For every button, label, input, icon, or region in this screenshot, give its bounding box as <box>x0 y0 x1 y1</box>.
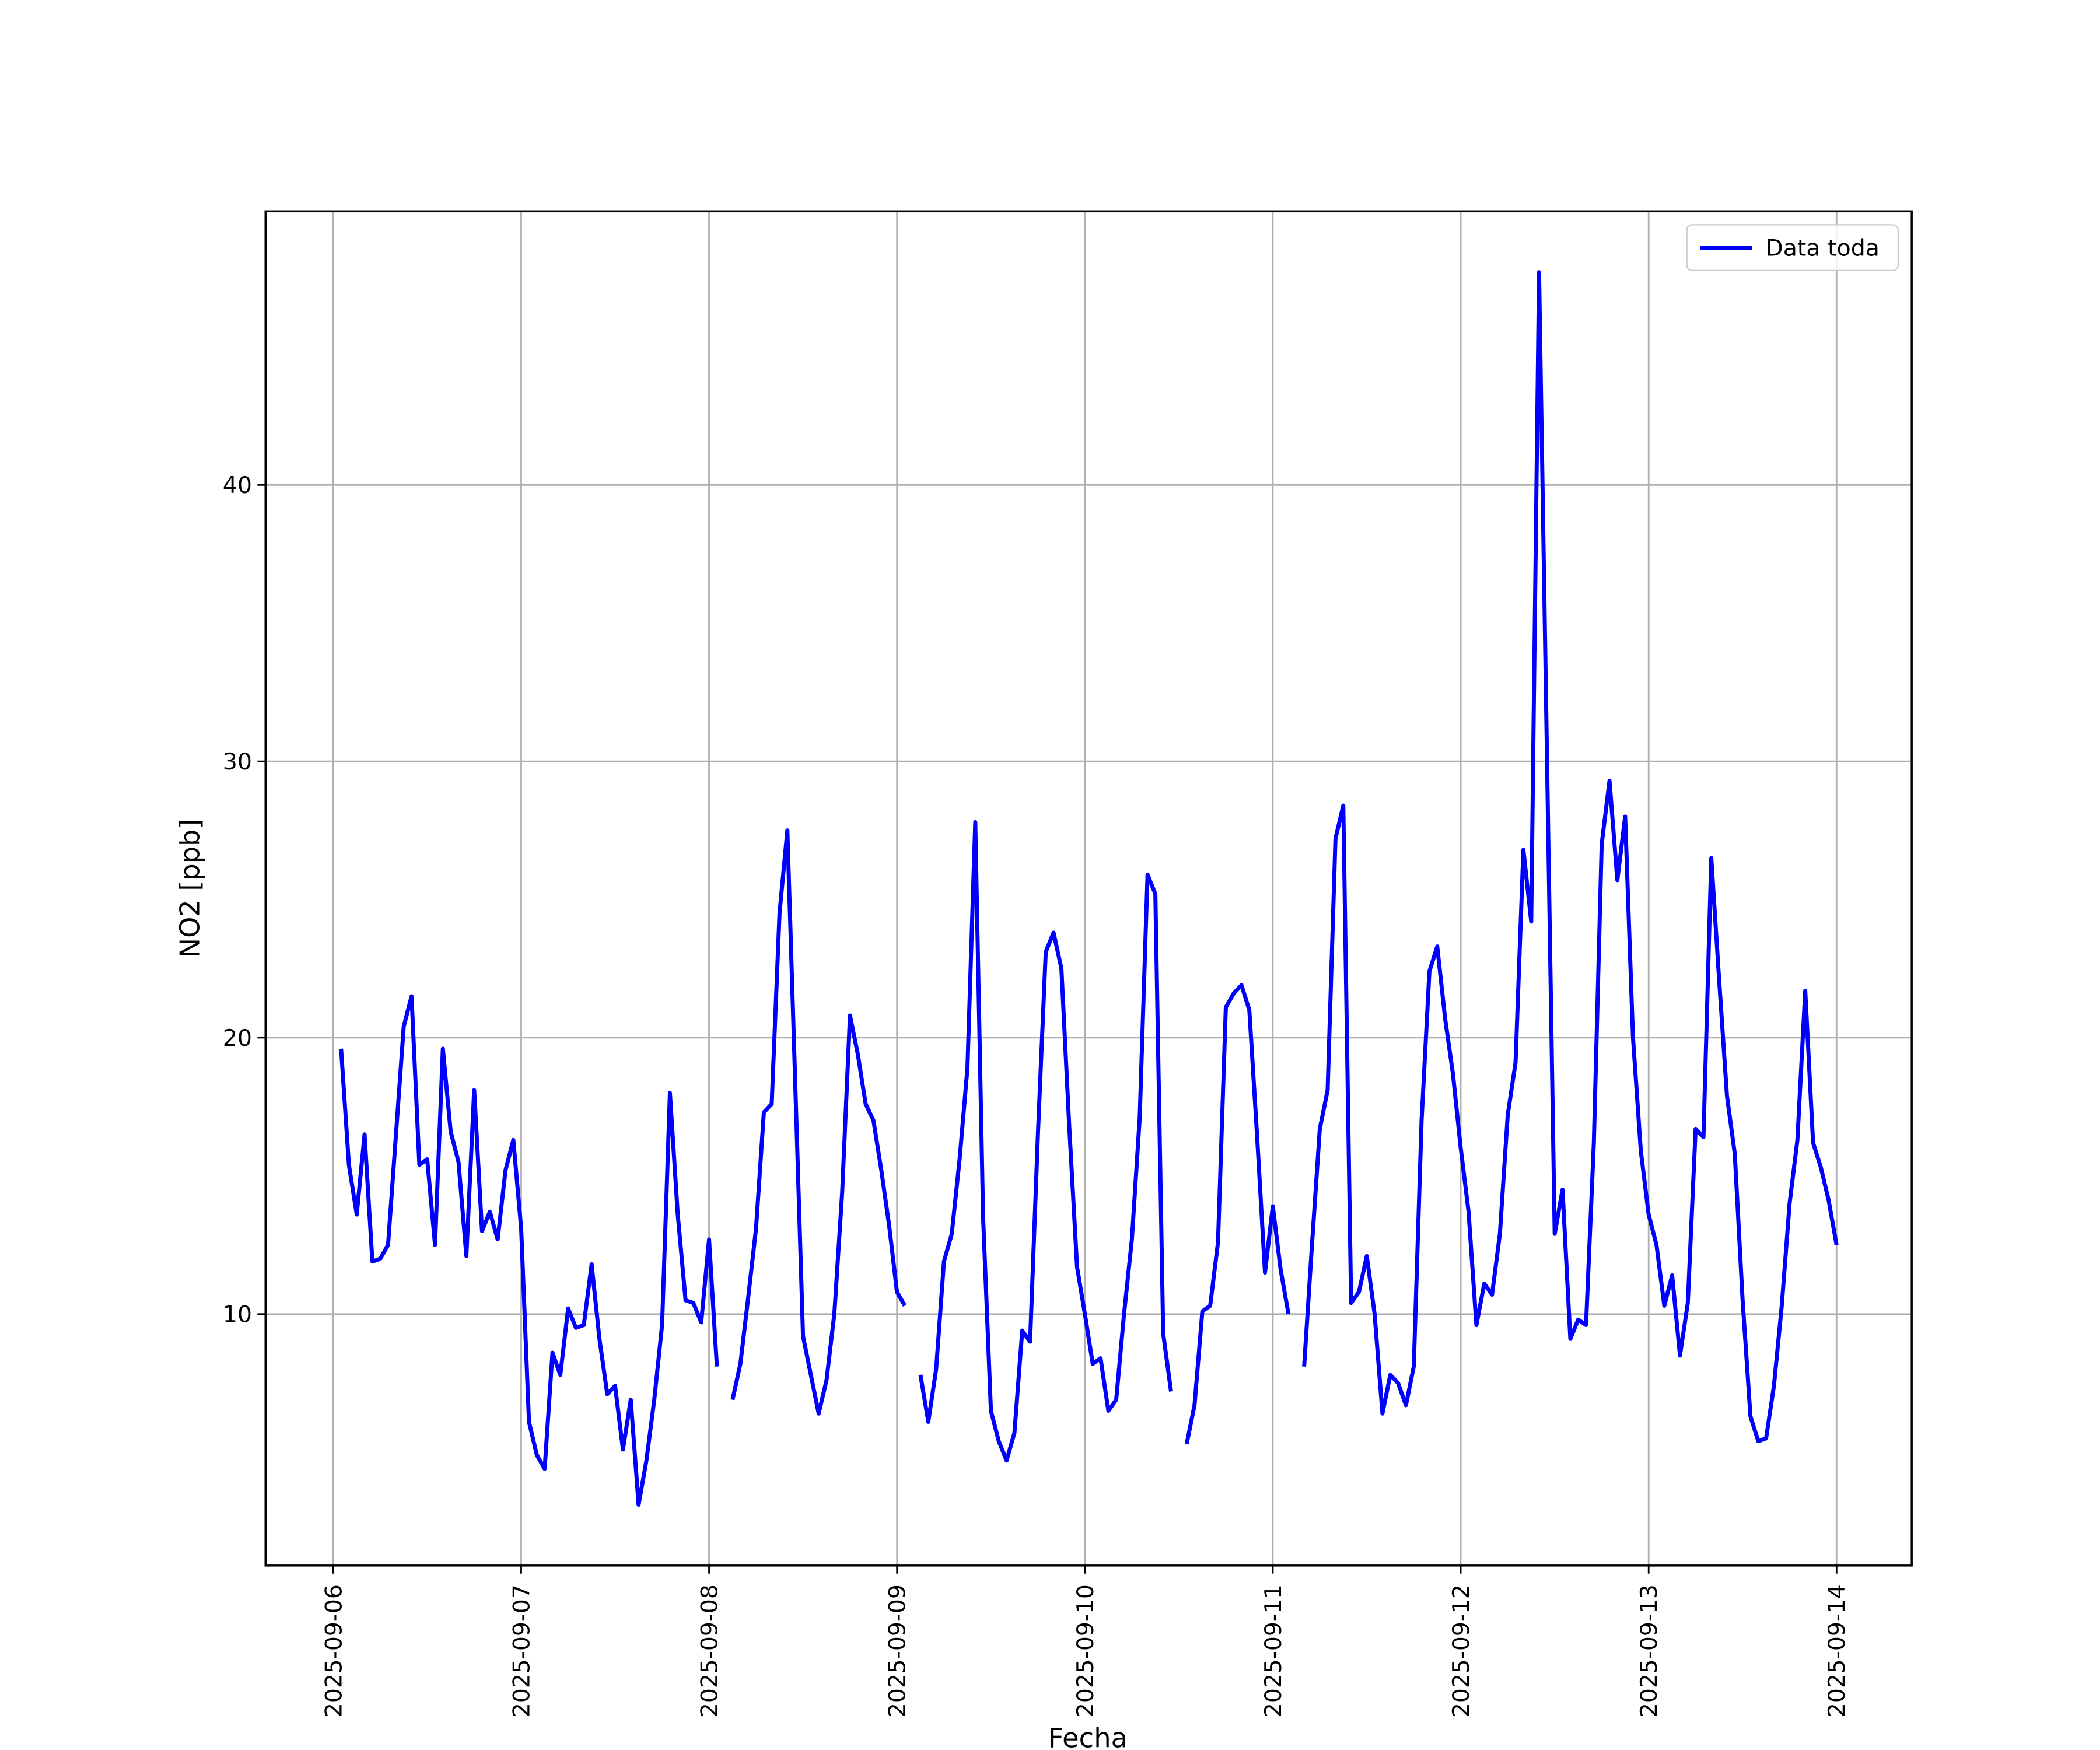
plot-frame <box>264 210 1913 1567</box>
x-tick-label: 2025-09-08 <box>696 1584 723 1717</box>
x-tick-label: 2025-09-07 <box>508 1584 535 1717</box>
y-tick-label: 40 <box>223 472 252 499</box>
x-tick-label: 2025-09-13 <box>1636 1584 1662 1717</box>
x-tick-label: 2025-09-06 <box>320 1584 347 1717</box>
data-line <box>339 994 719 1507</box>
data-line <box>730 828 907 1416</box>
legend-label: Data toda <box>1765 235 1880 262</box>
x-tick-label: 2025-09-14 <box>1824 1584 1850 1717</box>
x-tick-label: 2025-09-09 <box>884 1584 911 1717</box>
x-axis-label: Fecha <box>1048 1723 1128 1750</box>
y-tick-label: 30 <box>223 748 252 775</box>
data-line <box>1302 270 1839 1444</box>
y-axis-label: NO2 [ppb] <box>174 819 205 958</box>
x-tick-label: 2025-09-10 <box>1072 1584 1099 1717</box>
y-tick-label: 20 <box>223 1025 252 1052</box>
data-line <box>918 820 1173 1463</box>
y-tick-label: 10 <box>223 1301 252 1328</box>
x-tick-label: 2025-09-12 <box>1448 1584 1475 1717</box>
x-tick-label: 2025-09-11 <box>1260 1584 1287 1717</box>
data-line <box>1184 983 1291 1445</box>
legend-box <box>1686 224 1899 271</box>
